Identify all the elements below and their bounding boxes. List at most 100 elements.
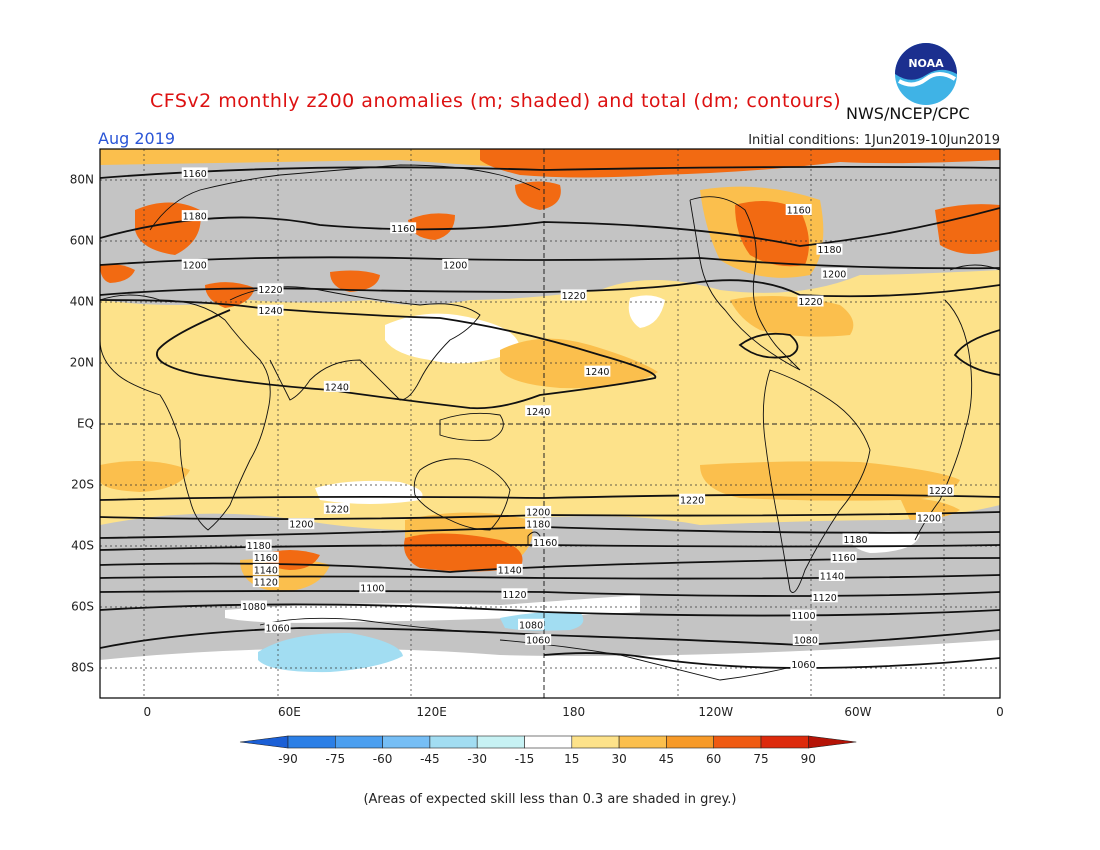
contour-label: 1180 [526, 520, 550, 531]
lon-label: 60W [844, 705, 871, 719]
contour-label: 1220 [798, 297, 822, 308]
longitude-labels: 0 60E 120E 180 120W 60W 0 [144, 705, 1004, 719]
contour-label-bg [181, 167, 208, 179]
contour-label-bg [288, 518, 315, 530]
contour-label-bg [785, 204, 812, 215]
contour-label-bg [181, 210, 208, 222]
contour-label-bg [821, 268, 848, 280]
contour-label: 1200 [917, 514, 941, 525]
contour-label: 1180 [817, 245, 841, 256]
contour-label-bg [323, 380, 350, 392]
contour-label-bg [518, 618, 545, 630]
contour-label: 1240 [526, 407, 550, 418]
contour-label-bg [252, 563, 279, 575]
contour-label: 1160 [183, 169, 207, 180]
lon-label: 60E [278, 705, 301, 719]
contour-label-bg [442, 258, 469, 270]
contour-label: 1060 [791, 660, 815, 671]
anomaly-45-60 [100, 149, 1000, 572]
contour-label-bg [811, 591, 838, 603]
contour-label-bg [584, 365, 611, 377]
lat-label: 20N [70, 356, 94, 370]
contour-label: 1180 [183, 212, 207, 223]
contour-label: 1220 [325, 504, 349, 515]
contour-label-bg [830, 551, 857, 563]
initial-conditions: Initial conditions: 1Jun2019-10Jun2019 [748, 133, 1000, 148]
contour-label-bg [496, 563, 523, 575]
lat-label: 80S [71, 661, 94, 675]
contour-label-bg [842, 533, 869, 545]
contour-label: 1200 [443, 260, 467, 271]
lat-label: EQ [77, 417, 94, 431]
contour-label-bg [264, 621, 291, 633]
contour-label-bg [501, 588, 528, 600]
contour-label-bg [257, 283, 284, 295]
contour-label: 1180 [843, 535, 867, 546]
contour-label: 1220 [562, 291, 586, 302]
contour-label: 1200 [822, 270, 846, 281]
lon-label: 0 [144, 705, 152, 719]
contour-label-bg [797, 295, 824, 307]
contour-label: 1160 [787, 206, 811, 217]
lat-label: 60S [71, 600, 94, 614]
anomaly-map: 1160 1180 1160 1160 1180 1200 1200 1200 1220 1220… [70, 148, 1004, 719]
contour-label-bg [525, 518, 552, 530]
forecast-month: Aug 2019 [98, 129, 176, 148]
contour-label: 1220 [929, 486, 953, 497]
contour-label-bg [525, 505, 552, 517]
contour-label-bg [323, 502, 350, 514]
contour-label-bg [252, 576, 279, 588]
contour-label-bg [560, 289, 587, 301]
contour-label: 1120 [813, 593, 837, 604]
contour-label: 1140 [820, 572, 844, 583]
lon-label: 0 [996, 705, 1004, 719]
map-frame [99, 148, 1001, 699]
contour-label: 1240 [585, 367, 609, 378]
contour-label: 1200 [289, 520, 313, 531]
noaa-logo: NOAA [893, 41, 959, 111]
latitude-labels: 80N 60N 40N 20N EQ 20S 40S 60S 80S [70, 173, 94, 675]
contour-label-bg [525, 405, 552, 417]
contour-label-bg [792, 634, 819, 646]
contour-label: 1120 [254, 578, 278, 589]
center-lines [100, 149, 1000, 698]
contour-label: 1080 [519, 620, 543, 631]
contour-labels: 1160 1180 1160 1160 1180 1200 1200 1200 1220 1220… [181, 167, 954, 671]
lat-label: 40N [70, 295, 94, 309]
contour-label: 1240 [325, 382, 349, 393]
contour-label-bg [240, 600, 267, 612]
contour-label: 1100 [791, 611, 815, 622]
contour-label: 1160 [533, 538, 557, 549]
contour-label-bg [532, 536, 559, 548]
lat-label: 80N [70, 173, 94, 187]
contour-label: 1140 [498, 565, 522, 576]
lat-label: 60N [70, 234, 94, 248]
contour-label: 1200 [183, 260, 207, 271]
lon-label: 120E [416, 705, 447, 719]
lat-label: 40S [71, 539, 94, 553]
contour-label-bg [252, 551, 279, 563]
contour-label: 1060 [266, 623, 290, 634]
contour-label: 1100 [360, 584, 384, 595]
contour-label-bg [390, 222, 417, 234]
contour-label: 1240 [258, 306, 282, 317]
contour-label-bg [915, 512, 942, 524]
contour-label: 1160 [391, 224, 415, 235]
contour-label-bg [245, 539, 272, 551]
lat-label: 20S [71, 478, 94, 492]
noaa-logo-text: NOAA [908, 57, 944, 70]
contour-label: 1220 [258, 285, 282, 296]
contour-label: 1160 [832, 553, 856, 564]
chart-title: CFSv2 monthly z200 anomalies (m; shaded)… [150, 90, 842, 112]
lon-label: 180 [562, 705, 585, 719]
contour-label-bg [525, 634, 552, 646]
contour-label-bg [359, 582, 386, 594]
contour-label: 1220 [680, 495, 704, 506]
contour-label: 1120 [502, 590, 526, 601]
contour-label: 1140 [254, 565, 278, 576]
contour-label: 1060 [526, 636, 550, 647]
agency-label: NWS/NCEP/CPC [846, 104, 970, 123]
contour-label-bg [181, 258, 208, 270]
skill-note: (Areas of expected skill less than 0.3 a… [363, 792, 737, 807]
contour-label-bg [790, 609, 817, 621]
